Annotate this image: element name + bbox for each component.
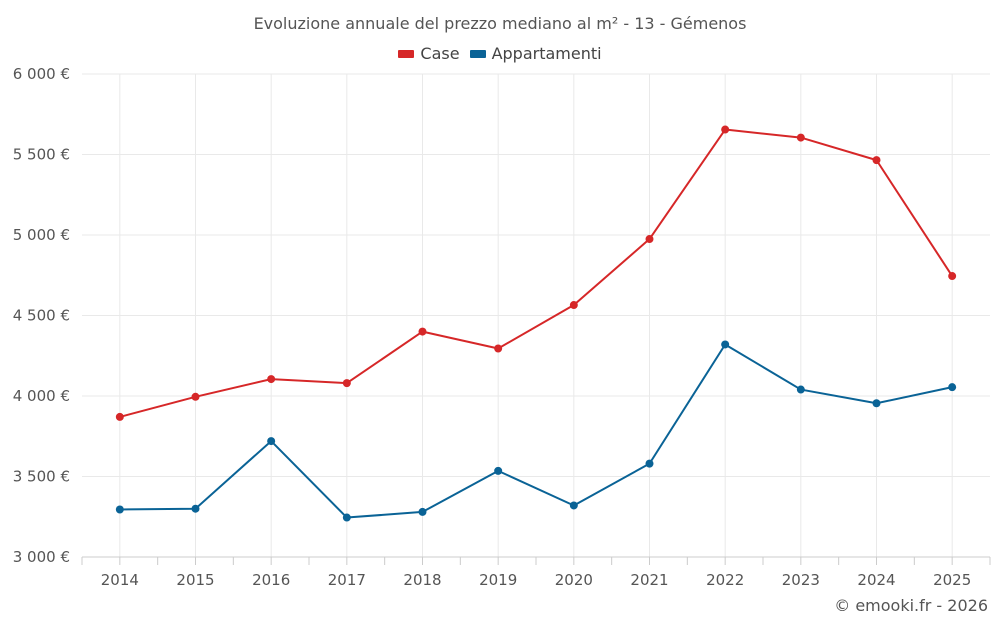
data-point-appartamenti-2017 — [342, 513, 351, 522]
x-tick-label: 2021 — [630, 571, 668, 589]
data-point-appartamenti-2020 — [569, 501, 578, 510]
data-point-case-2015 — [191, 392, 200, 401]
y-tick-label: 3 000 € — [13, 548, 70, 566]
legend-label-appartamenti: Appartamenti — [491, 44, 602, 63]
data-point-appartamenti-2018 — [418, 507, 427, 516]
legend-label-case: Case — [420, 44, 460, 63]
y-tick-label: 3 500 € — [13, 468, 70, 486]
x-tick-label: 2016 — [252, 571, 290, 589]
data-point-appartamenti-2022 — [721, 340, 730, 349]
x-tick-label: 2014 — [101, 571, 139, 589]
data-point-case-2021 — [645, 235, 654, 244]
x-tick-label: 2022 — [706, 571, 744, 589]
data-point-case-2019 — [494, 344, 503, 353]
data-point-case-2017 — [342, 379, 351, 388]
data-point-appartamenti-2014 — [115, 505, 124, 514]
data-point-case-2022 — [721, 125, 730, 134]
legend-swatch-case — [398, 49, 415, 58]
y-tick-label: 4 000 € — [13, 387, 70, 405]
data-point-case-2023 — [796, 133, 805, 142]
data-point-case-2025 — [948, 272, 957, 281]
data-point-case-2016 — [267, 375, 276, 384]
data-point-appartamenti-2019 — [494, 466, 503, 475]
data-point-case-2020 — [569, 301, 578, 310]
x-tick-label: 2015 — [176, 571, 214, 589]
y-tick-label: 4 500 € — [13, 307, 70, 325]
x-tick-label: 2019 — [479, 571, 517, 589]
x-tick-label: 2017 — [328, 571, 366, 589]
y-tick-label: 5 000 € — [13, 226, 70, 244]
data-point-case-2018 — [418, 327, 427, 336]
data-point-appartamenti-2023 — [796, 385, 805, 394]
data-point-appartamenti-2025 — [948, 383, 957, 392]
data-point-appartamenti-2015 — [191, 504, 200, 513]
data-point-case-2024 — [872, 156, 881, 165]
legend-swatch-appartamenti — [469, 49, 486, 58]
y-tick-label: 5 500 € — [13, 146, 70, 164]
x-tick-label: 2020 — [555, 571, 593, 589]
chart-title: Evoluzione annuale del prezzo mediano al… — [253, 14, 747, 33]
data-point-appartamenti-2024 — [872, 399, 881, 408]
x-tick-label: 2018 — [403, 571, 441, 589]
series-line-case — [119, 128, 954, 418]
data-point-appartamenti-2021 — [645, 459, 654, 468]
legend-item-appartamenti[interactable]: Appartamenti — [469, 44, 602, 63]
legend-item-case[interactable]: Case — [398, 44, 460, 63]
data-point-case-2014 — [115, 412, 124, 421]
credit-text: © emooki.fr - 2026 — [834, 596, 988, 615]
y-tick-label: 6 000 € — [13, 65, 70, 83]
x-tick-label: 2025 — [933, 571, 971, 589]
x-tick-label: 2023 — [782, 571, 820, 589]
legend: Case Appartamenti — [0, 44, 1000, 63]
series-line-appartamenti — [119, 343, 953, 519]
x-tick-label: 2024 — [857, 571, 895, 589]
data-point-appartamenti-2016 — [267, 437, 276, 446]
